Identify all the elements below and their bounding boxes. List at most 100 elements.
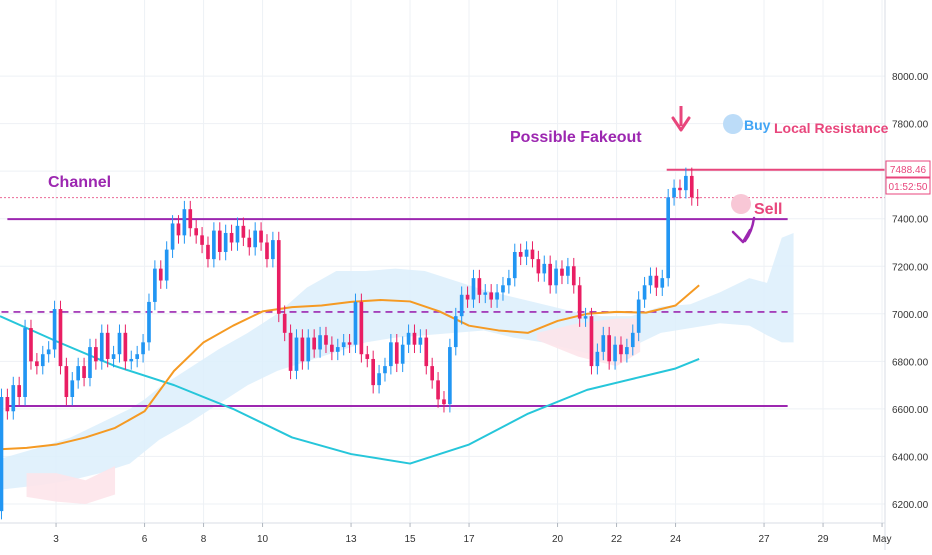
- candle-body: [471, 278, 476, 300]
- candle: [548, 255, 553, 294]
- candle: [406, 324, 411, 354]
- x-tick-label: May: [873, 534, 892, 545]
- candle-body: [23, 328, 27, 398]
- candle-body: [105, 332, 110, 359]
- candle: [430, 357, 435, 389]
- candle: [0, 388, 4, 520]
- candle-body: [654, 275, 659, 288]
- candle-body: [400, 344, 405, 364]
- candle-body: [389, 342, 393, 367]
- candle: [335, 338, 340, 361]
- candle-body: [442, 399, 446, 405]
- x-tick-label: 29: [817, 534, 829, 545]
- candlesticks: [0, 167, 700, 520]
- candle: [235, 217, 240, 251]
- candle: [353, 293, 358, 354]
- resistance-label: Local Resistance: [774, 120, 889, 136]
- candle: [253, 222, 258, 256]
- candle: [365, 345, 370, 368]
- candle-body: [430, 366, 435, 381]
- candle-body: [70, 380, 75, 398]
- candle-body: [536, 259, 541, 274]
- candle: [46, 341, 51, 363]
- candle-body: [684, 175, 688, 191]
- candle-body: [111, 354, 116, 359]
- candle-body: [601, 335, 606, 352]
- candle: [636, 291, 641, 342]
- candle: [400, 336, 405, 373]
- y-tick-label: 8000.00: [892, 72, 929, 83]
- candle-body: [235, 225, 240, 243]
- candle-body: [64, 366, 69, 398]
- candle-body: [135, 354, 140, 359]
- candle-body: [571, 266, 576, 286]
- candle: [471, 269, 476, 308]
- candle-body: [406, 332, 411, 345]
- candle-body: [247, 237, 252, 248]
- candle: [477, 269, 482, 304]
- candle: [530, 241, 535, 268]
- candle: [111, 345, 116, 368]
- candle-body: [566, 266, 570, 276]
- candle-body: [76, 366, 81, 381]
- buy-marker: [723, 114, 743, 134]
- candle-body: [35, 361, 39, 367]
- candle: [35, 353, 39, 375]
- candle: [672, 179, 676, 206]
- candle: [394, 334, 399, 373]
- candle: [695, 188, 700, 207]
- candle-body: [229, 232, 234, 243]
- candle-body: [577, 285, 582, 319]
- candle-body: [5, 397, 10, 412]
- candle: [483, 284, 488, 304]
- cloud-area: [0, 232, 794, 490]
- candle: [147, 293, 151, 351]
- candle-body: [82, 366, 86, 378]
- candle: [247, 229, 252, 256]
- x-tick-label: 8: [201, 534, 207, 545]
- candle-body: [288, 332, 293, 371]
- candle: [324, 326, 328, 354]
- x-tick-label: 13: [345, 534, 357, 545]
- candle: [412, 324, 417, 354]
- candle-body: [365, 354, 370, 359]
- candle-body: [548, 263, 553, 286]
- candle: [660, 269, 665, 296]
- candle-body: [194, 228, 199, 236]
- candle-body: [530, 249, 535, 260]
- candle: [678, 179, 682, 199]
- candle: [630, 324, 635, 356]
- candle: [318, 326, 322, 358]
- candle: [601, 326, 606, 361]
- candle: [241, 217, 246, 247]
- candle-body: [206, 244, 210, 260]
- x-tick-label: 10: [257, 534, 269, 545]
- candle: [282, 305, 287, 342]
- candle-body: [377, 373, 381, 386]
- candle-body: [347, 342, 352, 345]
- ema-fast-line: [0, 284, 700, 451]
- candle-body: [689, 175, 694, 198]
- candle-body: [424, 337, 429, 367]
- candle: [507, 269, 511, 294]
- candle: [105, 324, 110, 368]
- candle: [182, 200, 187, 244]
- candle-body: [642, 285, 647, 300]
- candle-body: [123, 332, 128, 362]
- fakeout-label: Possible Fakeout: [510, 129, 642, 146]
- candle: [164, 241, 169, 289]
- candle-body: [660, 278, 665, 288]
- candle: [489, 284, 494, 308]
- candle: [76, 357, 81, 389]
- arrow-down-icon: [731, 216, 756, 244]
- candle-body: [40, 354, 45, 367]
- candle-body: [619, 344, 623, 355]
- candle-body: [294, 337, 299, 371]
- x-tick-label: 22: [611, 534, 623, 545]
- candle: [542, 255, 547, 282]
- candle: [577, 276, 582, 327]
- candle: [229, 224, 234, 251]
- candle-body: [223, 232, 228, 252]
